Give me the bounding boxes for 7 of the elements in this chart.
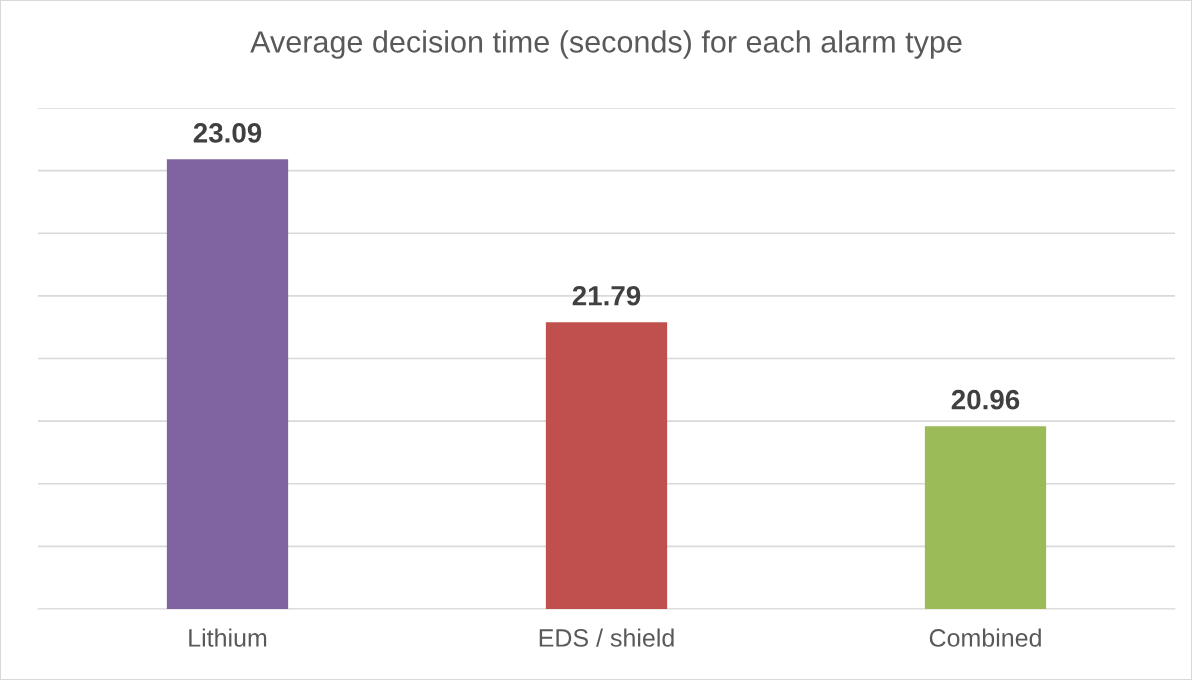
data-label: 20.96: [951, 389, 1020, 410]
chart-title: Average decision time (seconds) for each alarm type: [250, 30, 962, 59]
data-label: 23.09: [193, 123, 262, 143]
data-label: 21.79: [572, 285, 641, 306]
x-tick-label: EDS / shield: [539, 628, 674, 647]
x-tick-label: Combined: [929, 628, 1041, 647]
x-tick-label: Lithium: [189, 628, 267, 647]
